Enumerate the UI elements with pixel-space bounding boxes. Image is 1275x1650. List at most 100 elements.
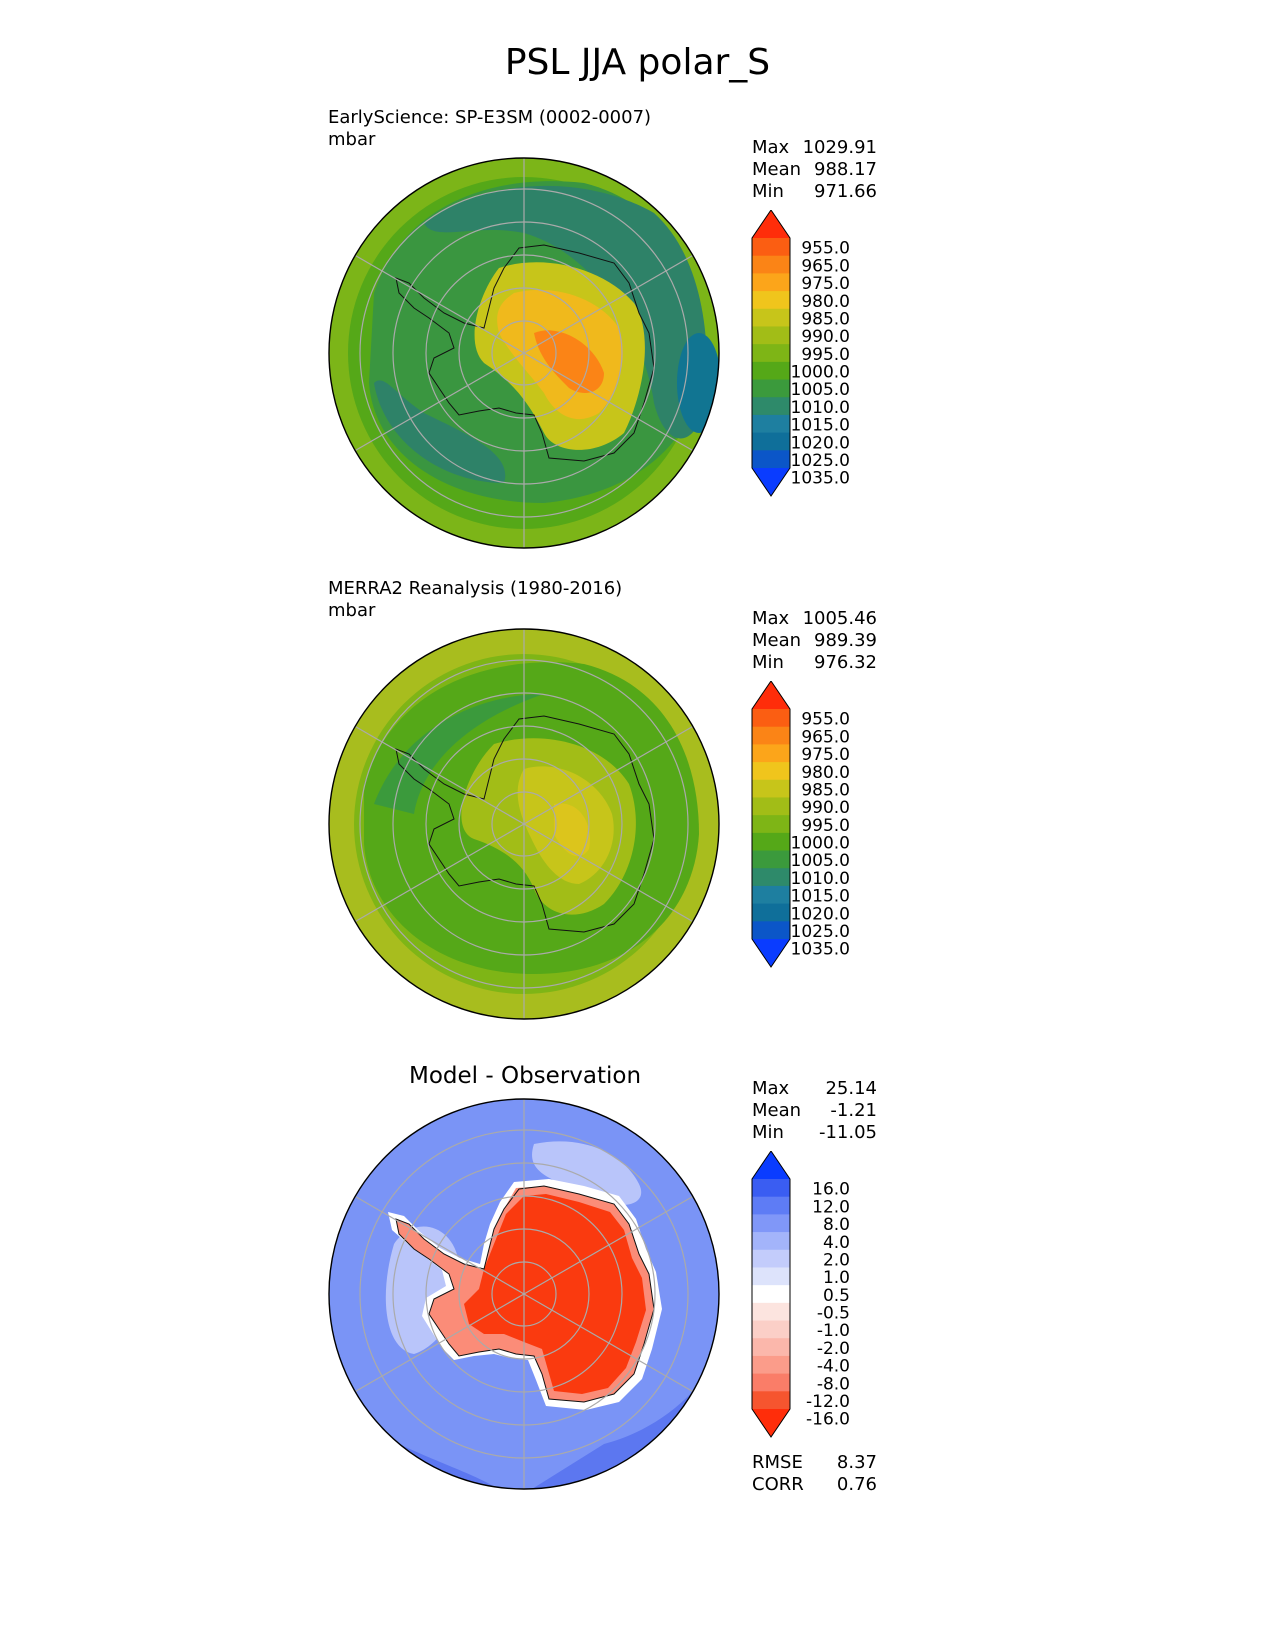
stat-mean: Mean 988.17 <box>752 159 877 180</box>
colorbar-extend-max <box>752 210 790 238</box>
colorbar-outline <box>751 681 791 968</box>
colorbar-swatch <box>752 238 790 257</box>
graticule <box>350 629 698 1019</box>
antarctica-coastline <box>395 715 655 933</box>
panel2-colorbar: 955.0965.0975.0980.0985.0990.0995.01000.… <box>751 681 850 968</box>
colorbar-tick-label: 1000.0 <box>791 834 850 854</box>
panel1-model-label: EarlyScience: SP-E3SM (0002-0007) <box>328 107 652 128</box>
colorbar-tick-label: 1025.0 <box>791 922 850 942</box>
map-border <box>328 157 720 549</box>
colorbar-tick-label: 4.0 <box>823 1233 850 1253</box>
panel2-obs-label: MERRA2 Reanalysis (1980-2016) <box>328 578 623 599</box>
colorbar-tick-label: 1035.0 <box>791 469 850 489</box>
colorbar-swatches <box>751 210 791 497</box>
field-core <box>534 330 604 393</box>
colorbar-extend-min <box>752 939 790 967</box>
colorbar-tick-label: 975.0 <box>801 745 850 765</box>
colorbar-swatch <box>752 361 790 381</box>
page-title: PSL JJA polar_S <box>504 42 771 83</box>
colorbar-swatch <box>752 1355 790 1375</box>
colorbar-tick-label: 8.0 <box>823 1215 850 1235</box>
colorbar-swatch <box>752 450 790 469</box>
colorbar-swatch <box>752 1338 790 1357</box>
field-core <box>554 803 590 857</box>
colorbar-swatch <box>752 762 790 781</box>
graticule <box>350 158 698 548</box>
colorbar-tick-label: -8.0 <box>817 1374 850 1394</box>
colorbar-tick-label: 1020.0 <box>791 433 850 453</box>
colorbar-tick-label: 985.0 <box>801 780 850 800</box>
colorbar-extend-max <box>752 1151 790 1179</box>
colorbar-extend-max <box>752 681 790 709</box>
colorbar-tick-label: 0.5 <box>823 1286 850 1306</box>
colorbar-tick-label: 965.0 <box>801 727 850 747</box>
colorbar-tick-label: 12.0 <box>812 1197 850 1217</box>
colorbar-tick-label: 955.0 <box>801 239 850 259</box>
colorbar-tick-label: 1010.0 <box>791 869 850 889</box>
colorbar-swatch <box>752 726 790 745</box>
field-trough-west <box>374 380 506 483</box>
colorbar-tick-label: 965.0 <box>801 256 850 276</box>
colorbar-tick-label: -1.0 <box>817 1321 850 1341</box>
panel3-metrics: RMSE 8.37 CORR 0.76 <box>752 1452 877 1496</box>
colorbar-swatch <box>752 797 790 816</box>
colorbar-swatch <box>752 815 790 834</box>
colorbar-swatch <box>752 397 790 416</box>
stat-min: Min -11.05 <box>752 1122 877 1143</box>
colorbar-tick-label: 980.0 <box>801 763 850 783</box>
colorbar-swatch <box>752 1302 790 1322</box>
colorbar-tick-label: 1020.0 <box>791 904 850 924</box>
colorbar-tick-label: 980.0 <box>801 292 850 312</box>
colorbar-tick-label: -2.0 <box>817 1339 850 1359</box>
colorbar-swatch <box>752 326 790 345</box>
colorbar-tick-label: 975.0 <box>801 274 850 294</box>
colorbar-swatch <box>752 903 790 922</box>
colorbar-extend-min <box>752 1409 790 1437</box>
colorbar-tick-label: 1015.0 <box>791 887 850 907</box>
stat-mean: Mean -1.21 <box>752 1100 877 1121</box>
colorbar-outline <box>751 210 791 497</box>
graticule <box>350 1099 698 1489</box>
colorbar-tick-label: 1005.0 <box>791 851 850 871</box>
colorbar-swatch <box>752 779 790 798</box>
stat-min: Min 971.66 <box>752 181 877 202</box>
colorbar-swatch <box>752 414 790 434</box>
colorbar-tick-labels: 955.0965.0975.0980.0985.0990.0995.01000.… <box>791 239 850 489</box>
colorbar-swatch <box>752 1267 790 1286</box>
colorbar-outline <box>751 1151 791 1438</box>
map-border <box>328 628 720 1020</box>
colorbar-tick-label: 990.0 <box>801 798 850 818</box>
colorbar-tick-label: 16.0 <box>812 1180 850 1200</box>
colorbar-swatch <box>752 744 790 763</box>
colorbar-tick-label: -0.5 <box>817 1304 850 1324</box>
antarctica-coastline <box>395 244 655 462</box>
panel2-polar-map <box>328 628 720 1020</box>
colorbar-swatch <box>752 1373 790 1392</box>
colorbar-swatch <box>752 1391 790 1410</box>
colorbar-swatch <box>752 255 790 274</box>
metric-corr: CORR 0.76 <box>752 1474 877 1495</box>
colorbar-swatch <box>752 885 790 905</box>
colorbar-extend-min <box>752 468 790 496</box>
colorbar-swatch <box>752 291 790 310</box>
panel1-polar-map <box>328 157 720 549</box>
colorbar-swatch <box>752 832 790 852</box>
stat-max: Max 1005.46 <box>752 608 877 629</box>
colorbar-tick-label: 2.0 <box>823 1250 850 1270</box>
colorbar-tick-label: 985.0 <box>801 309 850 329</box>
colorbar-swatch <box>752 921 790 940</box>
map-border <box>328 1098 720 1490</box>
colorbar-tick-labels: 16.012.08.04.02.01.00.5-0.5-1.0-2.0-4.0-… <box>806 1180 850 1430</box>
colorbar-swatch <box>752 344 790 363</box>
colorbar-swatch <box>752 709 790 728</box>
field-trough-deep <box>677 333 719 433</box>
panel3-polar-map <box>328 1098 720 1490</box>
colorbar-tick-label: 990.0 <box>801 327 850 347</box>
colorbar-swatches <box>751 1151 791 1438</box>
colorbar-swatch <box>752 868 790 887</box>
panel1-subtitle: EarlyScience: SP-E3SM (0002-0007) mbar <box>328 107 651 151</box>
colorbar-swatch <box>752 432 790 451</box>
colorbar-swatch <box>752 1249 790 1268</box>
panel1-units: mbar <box>328 129 376 150</box>
colorbar-tick-label: 1.0 <box>823 1268 850 1288</box>
